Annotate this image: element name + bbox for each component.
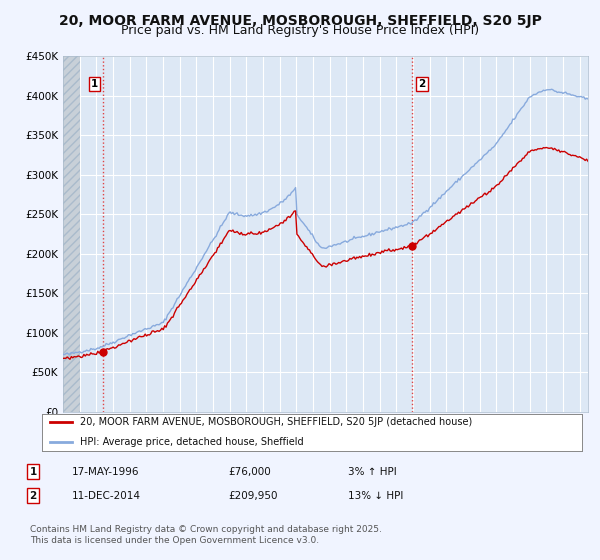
Text: Contains HM Land Registry data © Crown copyright and database right 2025.
This d: Contains HM Land Registry data © Crown c…	[30, 525, 382, 545]
Text: £209,950: £209,950	[228, 491, 277, 501]
Text: 20, MOOR FARM AVENUE, MOSBOROUGH, SHEFFIELD, S20 5JP: 20, MOOR FARM AVENUE, MOSBOROUGH, SHEFFI…	[59, 14, 541, 28]
Text: 1: 1	[91, 78, 98, 88]
Text: 2: 2	[419, 78, 426, 88]
Text: 17-MAY-1996: 17-MAY-1996	[72, 466, 139, 477]
Text: 13% ↓ HPI: 13% ↓ HPI	[348, 491, 403, 501]
Bar	[63, 56, 80, 412]
Text: 1: 1	[29, 466, 37, 477]
Text: 2: 2	[29, 491, 37, 501]
Text: HPI: Average price, detached house, Sheffield: HPI: Average price, detached house, Shef…	[80, 437, 304, 447]
Text: 11-DEC-2014: 11-DEC-2014	[72, 491, 141, 501]
Text: Price paid vs. HM Land Registry's House Price Index (HPI): Price paid vs. HM Land Registry's House …	[121, 24, 479, 37]
Text: 3% ↑ HPI: 3% ↑ HPI	[348, 466, 397, 477]
Text: 20, MOOR FARM AVENUE, MOSBOROUGH, SHEFFIELD, S20 5JP (detached house): 20, MOOR FARM AVENUE, MOSBOROUGH, SHEFFI…	[80, 417, 472, 427]
Text: £76,000: £76,000	[228, 466, 271, 477]
